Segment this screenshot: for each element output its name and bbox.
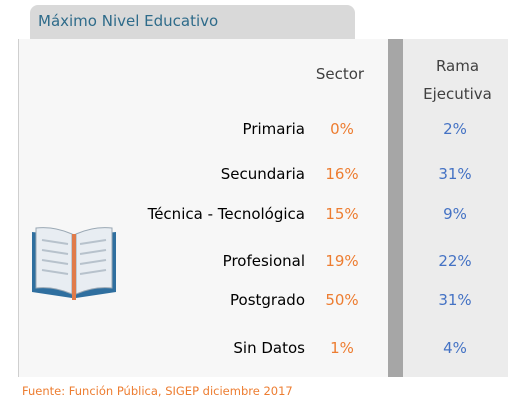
rama-value: 4% <box>443 339 467 357</box>
divider-bar <box>388 39 403 377</box>
sector-value: 16% <box>325 165 359 183</box>
row-label: Postgrado <box>230 291 305 309</box>
column-background <box>403 39 508 377</box>
row-label: Profesional <box>222 252 305 270</box>
row-label: Sin Datos <box>233 339 305 357</box>
source-note: Fuente: Función Pública, SIGEP diciembre… <box>22 384 293 398</box>
column-header: Rama Ejecutiva <box>423 57 492 103</box>
title: Máximo Nivel Educativo <box>38 12 219 30</box>
sector-value: 19% <box>325 252 359 270</box>
row-label: Primaria <box>242 120 305 138</box>
title-tab <box>30 5 355 39</box>
row-label: Técnica - Tecnológica <box>147 205 305 223</box>
rama-value: 2% <box>443 120 467 138</box>
rama-value: 31% <box>438 291 472 309</box>
rama-value: 22% <box>438 252 472 270</box>
sector-value: 15% <box>325 205 359 223</box>
row-label: Secundaria <box>220 165 305 183</box>
rama-value: 31% <box>438 165 472 183</box>
book-icon <box>32 227 116 300</box>
rama-value: 9% <box>443 205 467 223</box>
sector-value: 1% <box>330 339 354 357</box>
sector-value: 0% <box>330 120 354 138</box>
sector-value: 50% <box>325 291 359 309</box>
column-header: Sector <box>315 65 365 83</box>
